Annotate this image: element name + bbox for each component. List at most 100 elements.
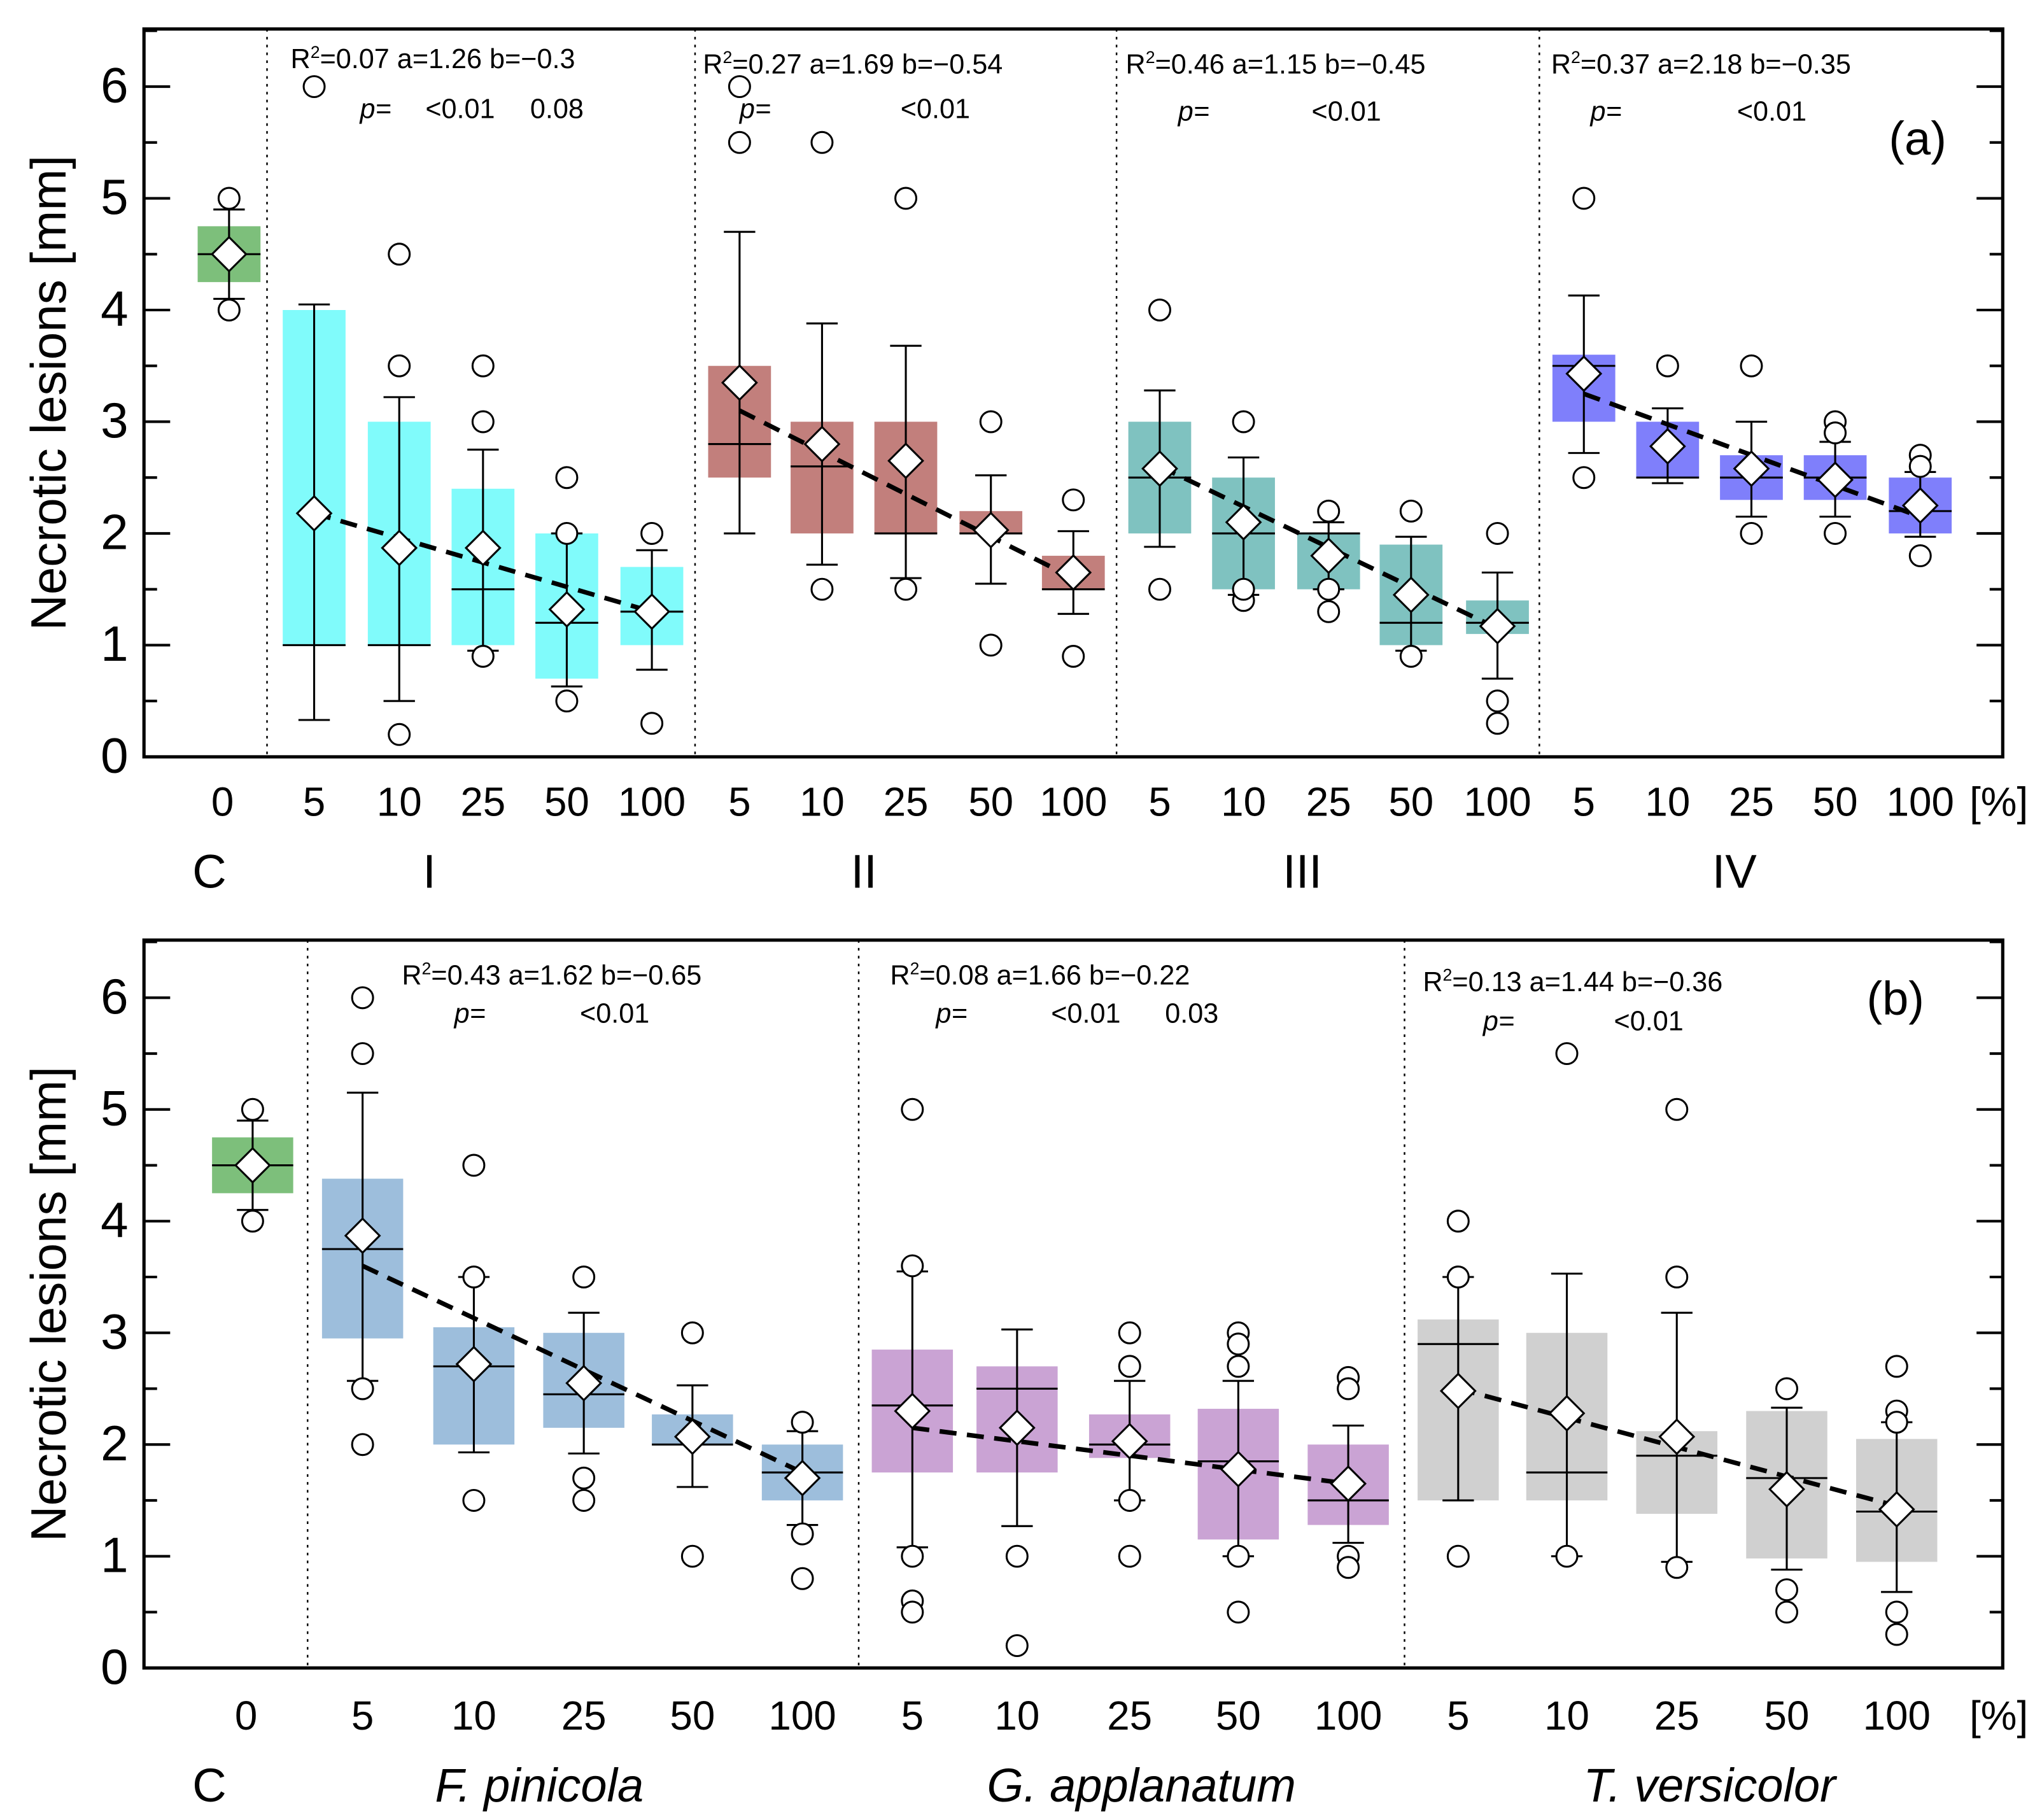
p-label: p= [1177, 96, 1209, 127]
regression-stats: =0.07 a=1.26 b=−0.3 [320, 44, 575, 74]
outlier-point [979, 410, 1003, 434]
outlier-point [1908, 455, 1932, 478]
plot-frame [142, 27, 2004, 759]
x-tick-label: 25 [460, 779, 505, 824]
outlier-point [1775, 1377, 1798, 1400]
x-tick-label: 5 [1447, 1693, 1469, 1739]
x-tick-label: 5 [728, 779, 750, 824]
x-tick-label: 100 [1887, 779, 1954, 824]
outlier-point [1227, 1600, 1250, 1624]
mean-marker [1220, 1450, 1257, 1488]
outlier-point [388, 354, 411, 377]
x-tick-label: 50 [1813, 779, 1858, 824]
x-tick-label: 25 [1654, 1693, 1700, 1739]
trend-line [1158, 464, 1499, 631]
x-tick-label: 50 [1764, 1693, 1810, 1739]
x-tick-label: 50 [1388, 779, 1433, 824]
mean-marker [673, 1418, 711, 1455]
outlier-point [1885, 1600, 1908, 1624]
y-axis-label: Necrotic lesions [mm] [20, 155, 76, 631]
mean-marker [972, 511, 1010, 549]
group-label: IV [1712, 845, 1757, 898]
x-tick-label: 50 [670, 1693, 715, 1739]
group-label: I [423, 845, 436, 898]
box-1-0 [708, 75, 771, 535]
outlier-point [217, 299, 241, 321]
p-value: <0.01 [1614, 1006, 1684, 1037]
group-label-control: C [192, 1759, 226, 1812]
outlier-point [555, 466, 579, 490]
mean-marker [1768, 1471, 1805, 1508]
regression-stats: =0.37 a=2.18 b=−0.35 [1581, 49, 1851, 80]
outlier-point [1227, 1355, 1250, 1378]
p-label: p= [738, 94, 771, 124]
outlier-point [572, 1488, 596, 1512]
r2-superscript: 2 [1443, 966, 1453, 985]
regression-annotation: R2=0.46 a=1.15 b=−0.45 [1126, 48, 1426, 80]
mean-marker [344, 1217, 381, 1254]
regression-stats: =0.08 a=1.66 b=−0.22 [919, 961, 1190, 991]
outlier-point [388, 723, 411, 746]
mean-marker [1111, 1423, 1148, 1460]
outlier-point [1317, 600, 1341, 623]
mean-marker [455, 1345, 493, 1383]
outlier-point [1446, 1210, 1470, 1233]
x-tick-label: 5 [303, 779, 325, 824]
outlier-point [901, 1600, 924, 1624]
box-0-4 [761, 1411, 843, 1590]
outlier-point [1572, 187, 1596, 210]
outlier-point [728, 75, 751, 99]
outlier-point [1337, 1377, 1360, 1400]
outlier-point [1740, 521, 1763, 545]
outlier-point [302, 75, 326, 99]
p-value: 0.08 [530, 94, 584, 124]
r2-superscript: 2 [1146, 48, 1155, 67]
y-axis-label: Necrotic lesions [mm] [20, 1066, 76, 1542]
mean-marker [784, 1459, 821, 1497]
outlier-point [1317, 499, 1341, 523]
p-value: <0.01 [1737, 96, 1806, 127]
mean-marker-control [210, 236, 248, 273]
outlier-point [1665, 1556, 1689, 1579]
r2-superscript: 2 [1571, 48, 1581, 67]
r2-symbol: R [1126, 49, 1146, 80]
outlier-point [1486, 712, 1509, 735]
outlier-point [1062, 644, 1085, 668]
outlier-point [1118, 1488, 1141, 1512]
box-0-0 [283, 75, 346, 721]
outlier-point [1232, 577, 1255, 601]
x-tick-label: 5 [1573, 779, 1595, 824]
outlier-point [901, 1544, 924, 1568]
x-tick-label: 100 [618, 779, 686, 824]
outlier-point [555, 689, 579, 713]
x-tick-label: 10 [994, 1693, 1039, 1739]
x-tick-label: 25 [884, 779, 929, 824]
mean-marker [721, 364, 758, 401]
outlier-point [1555, 1544, 1579, 1568]
outlier-point [1232, 410, 1255, 434]
mean-marker [1733, 450, 1770, 488]
outlier-point [241, 1210, 264, 1233]
mean-marker [1658, 1418, 1696, 1455]
mean-marker-control [234, 1146, 271, 1184]
r2-superscript: 2 [422, 959, 432, 978]
outlier-point [1227, 1544, 1250, 1568]
mean-marker [998, 1409, 1036, 1446]
x-tick-label: 5 [901, 1693, 924, 1739]
outlier-point [351, 1042, 374, 1066]
outlier-point [1337, 1556, 1360, 1579]
mean-marker [1392, 576, 1430, 614]
outlier-point [1824, 521, 1847, 545]
outlier-point [471, 410, 495, 434]
plot-frame [142, 938, 2004, 1670]
outlier-point [1740, 354, 1763, 377]
x-tick-label: 0 [235, 1693, 257, 1739]
outlier-point [1572, 466, 1596, 490]
regression-annotation: R2=0.37 a=2.18 b=−0.35 [1551, 48, 1851, 80]
outlier-point [1555, 1042, 1579, 1066]
outlier-point [1656, 354, 1679, 377]
mean-marker [1330, 1465, 1367, 1502]
outlier-point [1317, 577, 1341, 601]
